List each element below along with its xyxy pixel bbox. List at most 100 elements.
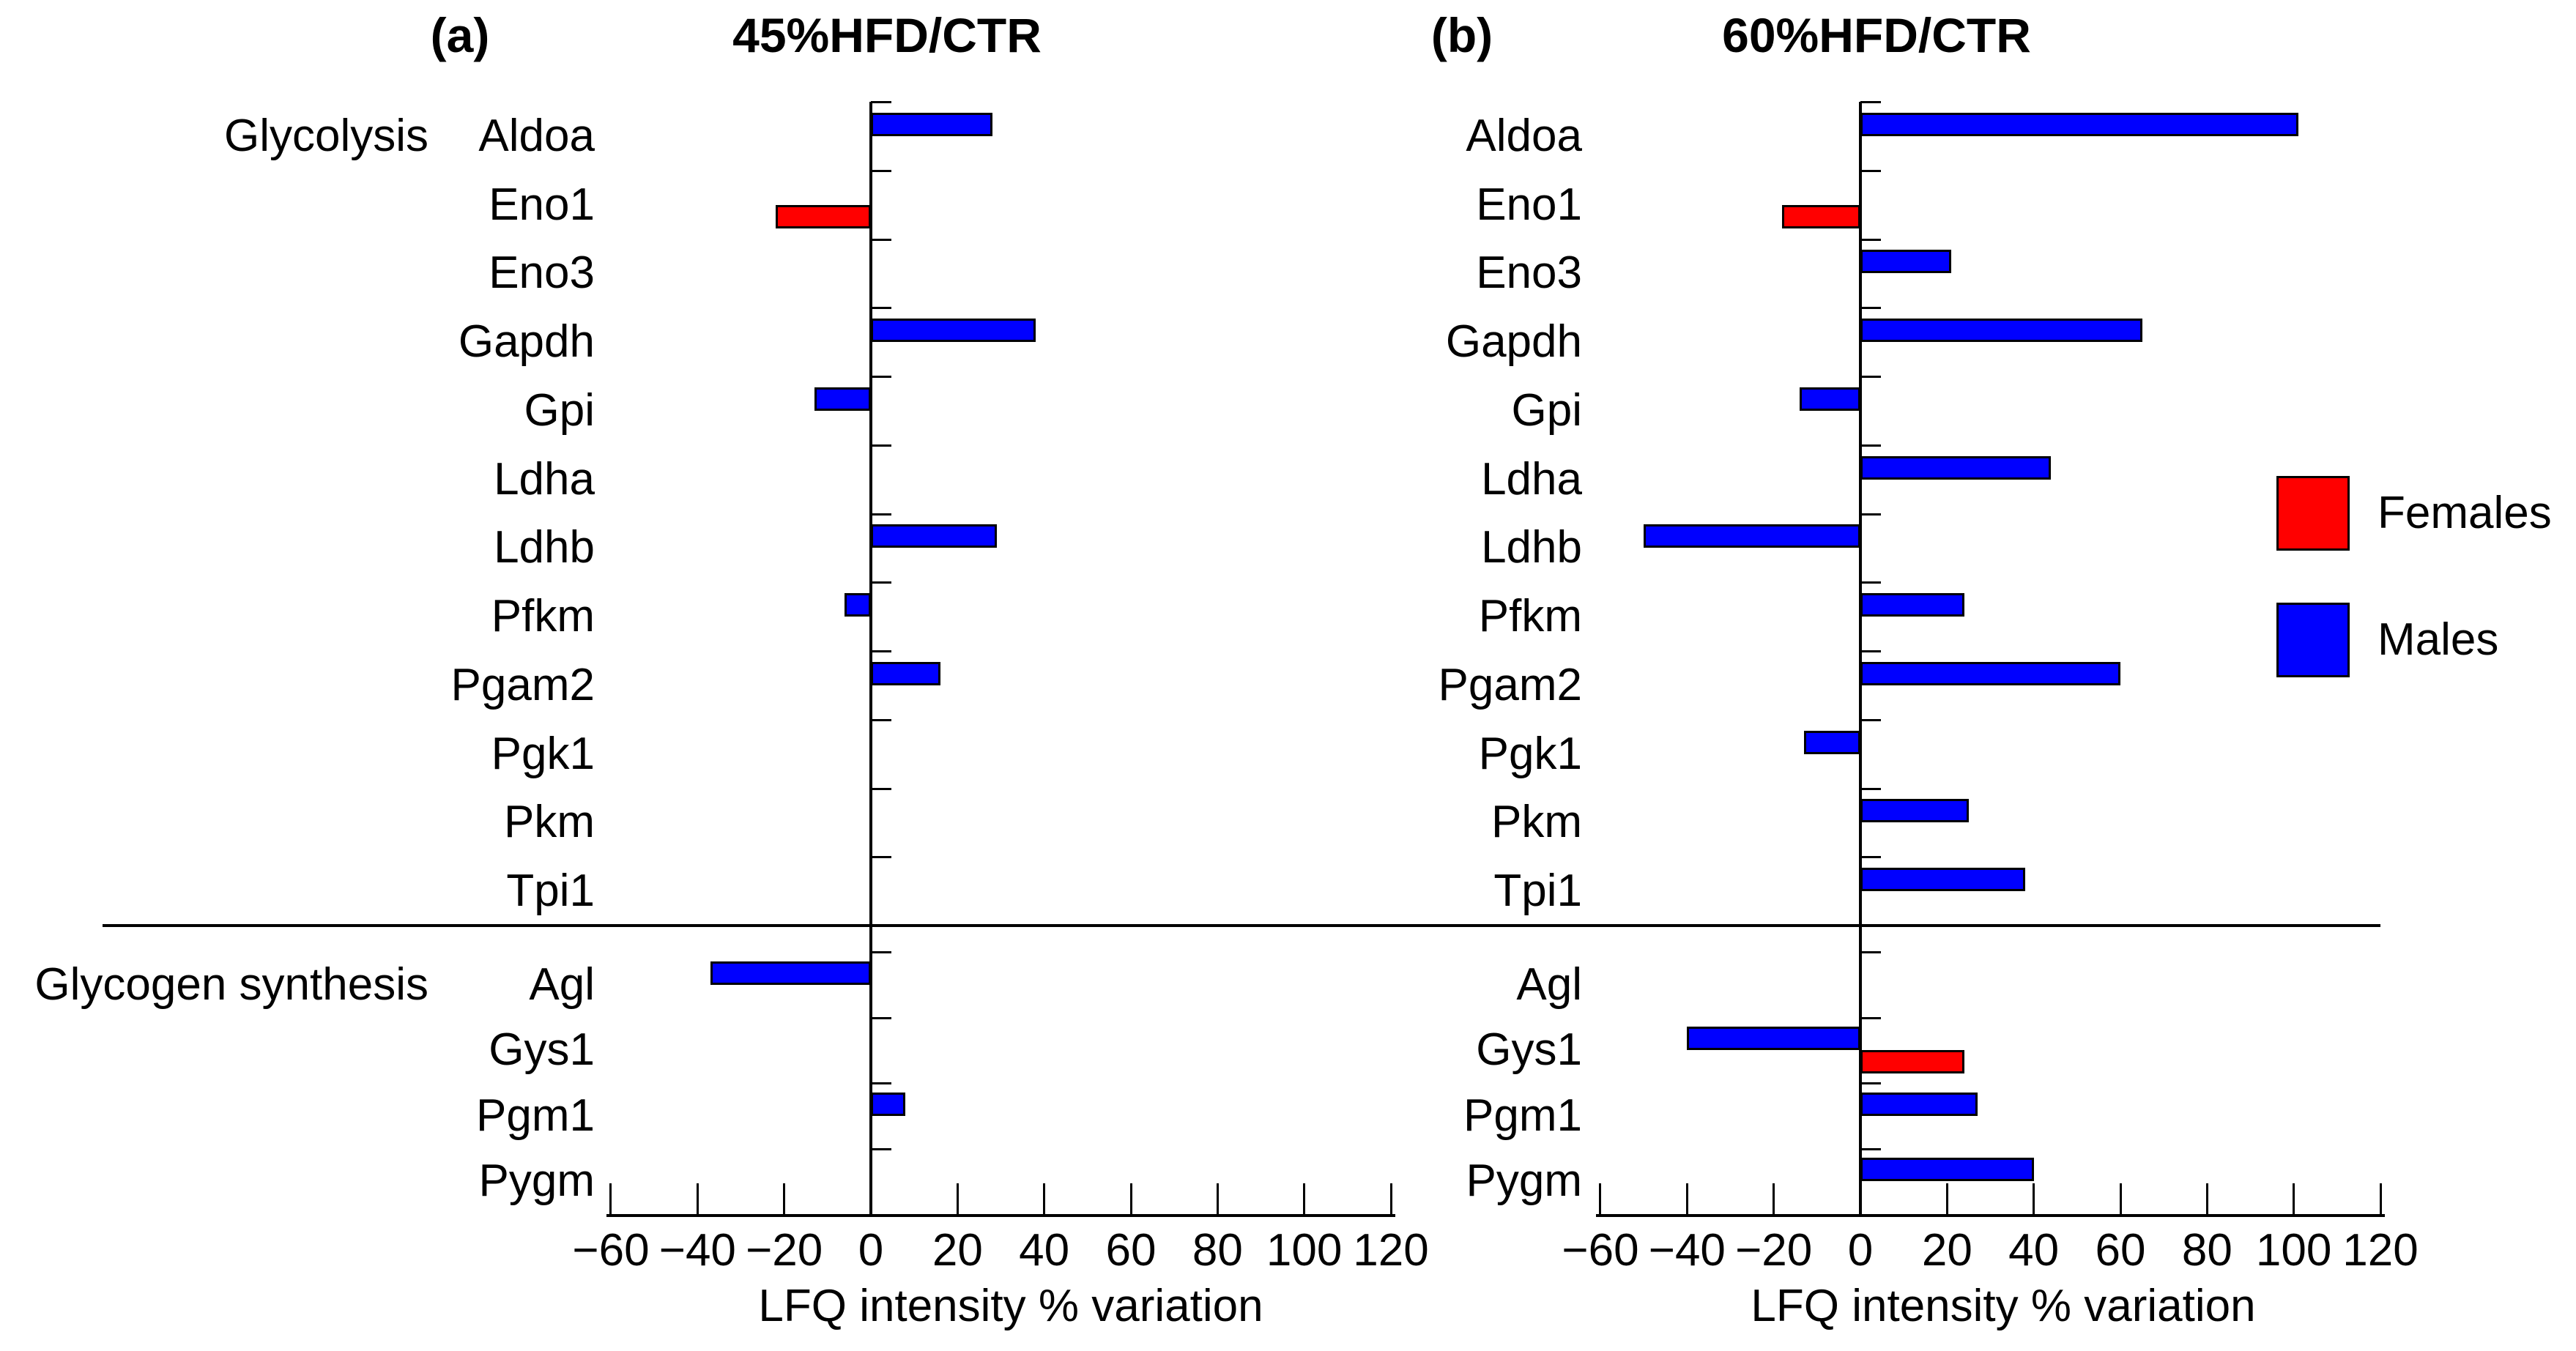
row-tick [871, 307, 891, 310]
gene-label-ldha: Ldha [494, 453, 595, 505]
gene-label-eno3: Eno3 [489, 248, 595, 299]
row-tick [1860, 513, 1881, 516]
bar-b-Ldhb-males [1644, 524, 1860, 548]
bar-a-Eno1-females [775, 204, 871, 228]
gene-label-pfkm: Pfkm [491, 591, 595, 642]
gene-label-eno3: Eno3 [1476, 248, 1582, 299]
x-axis-tick [2293, 1183, 2295, 1214]
gene-label-eno1: Eno1 [489, 179, 595, 230]
row-tick [1860, 581, 1881, 584]
x-axis-tick [1773, 1183, 1775, 1214]
gene-label-gys1: Gys1 [489, 1024, 595, 1076]
gene-label-gpi: Gpi [1511, 384, 1582, 436]
legend-label-females: Females [2378, 488, 2552, 538]
x-tick-label: 100 [1266, 1225, 1343, 1276]
x-axis-label-b: LFQ intensity % variation [1751, 1281, 2256, 1331]
gene-label-pgam2: Pgam2 [1438, 659, 1582, 710]
gene-label-tpi1: Tpi1 [1493, 866, 1582, 917]
x-axis [1595, 1214, 2385, 1217]
x-axis-tick [1303, 1183, 1306, 1214]
x-axis-tick [956, 1183, 959, 1214]
row-tick [1860, 718, 1881, 721]
gene-label-gapdh: Gapdh [458, 316, 595, 368]
y-axis [1859, 102, 1862, 1214]
row-tick [871, 1147, 891, 1150]
x-tick-label: 40 [2008, 1225, 2060, 1276]
bar-b-Eno3-males [1860, 250, 1952, 274]
x-tick-label: −60 [1562, 1225, 1639, 1276]
x-tick-label: 40 [1019, 1225, 1070, 1276]
row-tick [871, 951, 891, 953]
section-divider [103, 924, 2380, 927]
row-tick [871, 650, 891, 652]
panel-b-tag: (b) [1430, 8, 1493, 62]
row-tick [871, 856, 891, 859]
x-tick-label: 20 [1921, 1225, 1972, 1276]
bar-a-Pgam2-males [871, 661, 940, 685]
x-tick-label: 80 [1192, 1225, 1243, 1276]
gene-label-tpi1: Tpi1 [506, 866, 595, 917]
gene-label-gapdh: Gapdh [1445, 316, 1582, 368]
gene-label-pgk1: Pgk1 [491, 728, 595, 779]
row-tick [871, 169, 891, 172]
x-axis-tick [696, 1183, 699, 1214]
x-axis-tick [2205, 1183, 2208, 1214]
gene-label-aldoa: Aldoa [478, 110, 595, 161]
bar-b-Gpi-males [1800, 387, 1860, 411]
bar-b-Pygm-males [1860, 1158, 2034, 1182]
legend-item-females: Females [2276, 476, 2552, 551]
gene-label-pygm: Pygm [478, 1155, 595, 1207]
panel-a-tag: (a) [430, 8, 490, 62]
row-tick [871, 581, 891, 584]
x-axis-tick [1216, 1183, 1219, 1214]
gene-label-ldhb: Ldhb [1481, 522, 1582, 573]
row-tick [1860, 650, 1881, 652]
males-swatch-icon [2276, 603, 2350, 677]
bar-b-Tpi1-males [1860, 868, 2025, 892]
gene-label-pgk1: Pgk1 [1478, 728, 1582, 779]
y-axis [869, 102, 872, 1214]
x-tick-label: −40 [1648, 1225, 1726, 1276]
x-tick-label: 60 [1105, 1225, 1157, 1276]
x-tick-label: 120 [1353, 1225, 1429, 1276]
gene-label-eno1: Eno1 [1476, 179, 1582, 230]
panel-b-title: 60%HFD/CTR [1722, 8, 2031, 62]
row-tick [1860, 1082, 1881, 1084]
x-axis-tick [1389, 1183, 1392, 1214]
gene-label-pkm: Pkm [504, 797, 595, 848]
row-tick [1860, 787, 1881, 790]
row-tick [871, 238, 891, 241]
x-tick-label: 120 [2342, 1225, 2419, 1276]
x-axis-tick [1129, 1183, 1132, 1214]
x-tick-label: −40 [658, 1225, 736, 1276]
x-tick-label: 0 [858, 1225, 884, 1276]
gene-label-ldhb: Ldhb [494, 522, 595, 573]
gene-label-aldoa: Aldoa [1466, 110, 1582, 161]
legend-label-males: Males [2378, 614, 2499, 665]
bar-a-Pfkm-males [845, 593, 871, 617]
x-axis-tick [1685, 1183, 1688, 1214]
gene-label-pgam2: Pgam2 [450, 659, 595, 710]
x-axis-tick [609, 1183, 612, 1214]
bar-a-Agl-males [710, 961, 871, 985]
gene-label-pkm: Pkm [1491, 797, 1582, 848]
row-tick [871, 444, 891, 447]
bar-a-Gapdh-males [871, 319, 1036, 343]
row-tick [1860, 101, 1881, 103]
x-tick-label: 60 [2095, 1225, 2146, 1276]
gene-label-ldha: Ldha [1481, 453, 1582, 505]
bar-b-Pfkm-males [1860, 593, 1964, 617]
x-axis-tick [1043, 1183, 1046, 1214]
x-tick-label: 20 [932, 1225, 983, 1276]
row-tick [871, 101, 891, 103]
row-tick [871, 718, 891, 721]
section-label-glycolysis: Glycolysis [223, 111, 428, 161]
x-axis-tick [2119, 1183, 2122, 1214]
bar-b-Gys1-females [1860, 1050, 1964, 1074]
bar-b-Gys1-males [1687, 1027, 1860, 1051]
x-axis-tick [1945, 1183, 1948, 1214]
bar-b-Aldoa-males [1860, 112, 2298, 136]
gene-label-agl: Agl [529, 959, 595, 1010]
bar-b-Pgm1-males [1860, 1092, 1978, 1116]
legend-item-males: Males [2276, 603, 2498, 677]
